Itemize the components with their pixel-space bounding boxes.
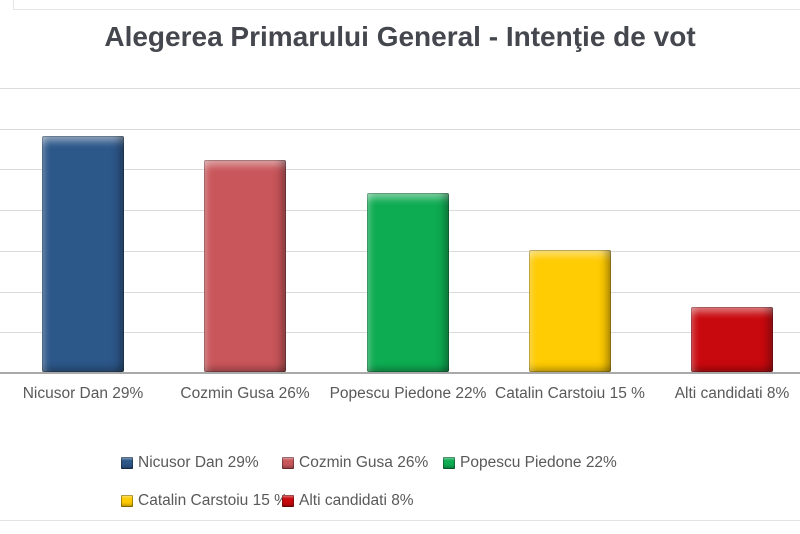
legend: Nicusor Dan 29% Cozmin Gusa 26% Popescu Pi… [121, 444, 617, 520]
legend-label: Alti candidati 8% [299, 492, 414, 509]
x-axis-label-cozmin-gusa-26: Cozmin Gusa 26% [180, 385, 310, 402]
top-border-line [13, 9, 800, 10]
x-axis-label-popescu-piedone-22: Popescu Piedone 22% [329, 385, 487, 402]
bar-alti-candidati-8 [691, 307, 773, 372]
x-axis-labels: Nicusor Dan 29% Cozmin Gusa 26% Popescu Pi… [0, 383, 800, 435]
plot-area [0, 88, 800, 374]
legend-swatch-icon [443, 457, 455, 469]
gridline-35 [0, 88, 800, 89]
bar-popescu-piedone-22 [367, 193, 449, 372]
legend-swatch-icon [121, 495, 133, 507]
legend-label: Popescu Piedone 22% [460, 454, 617, 471]
x-axis-line [0, 372, 800, 374]
x-axis-label-nicusor-dan-29: Nicusor Dan 29% [22, 385, 144, 402]
x-axis-label-catalin-carstoiu-15: Catalin Carstoiu 15 % [495, 385, 645, 402]
frame-corner-tick [13, 0, 14, 10]
legend-swatch-icon [282, 457, 294, 469]
x-axis-label-alti-candidati-8: Alti candidati 8% [674, 385, 790, 402]
bar-nicusor-dan-29 [42, 136, 124, 372]
bar-cozmin-gusa-26 [204, 160, 286, 372]
bar-catalin-carstoiu-15 [529, 250, 611, 372]
legend-item-popescu-piedone-22: Popescu Piedone 22% [443, 454, 617, 472]
legend-item-cozmin-gusa-26: Cozmin Gusa 26% [282, 454, 443, 472]
legend-item-catalin-carstoiu-15: Catalin Carstoiu 15 % [121, 492, 288, 510]
legend-item-alti-candidati-8: Alti candidati 8% [282, 492, 443, 510]
bottom-border-line [0, 520, 800, 521]
legend-label: Nicusor Dan 29% [138, 454, 259, 471]
chart-title: Alegerea Primarului General - Intenţie d… [104, 21, 696, 52]
gridline-30 [0, 128, 800, 130]
legend-item-nicusor-dan-29: Nicusor Dan 29% [121, 454, 282, 472]
legend-label: Catalin Carstoiu 15 % [138, 492, 288, 509]
legend-swatch-icon [282, 495, 294, 507]
legend-swatch-icon [121, 457, 133, 469]
gridline-25 [0, 169, 800, 171]
legend-label: Cozmin Gusa 26% [299, 454, 429, 471]
